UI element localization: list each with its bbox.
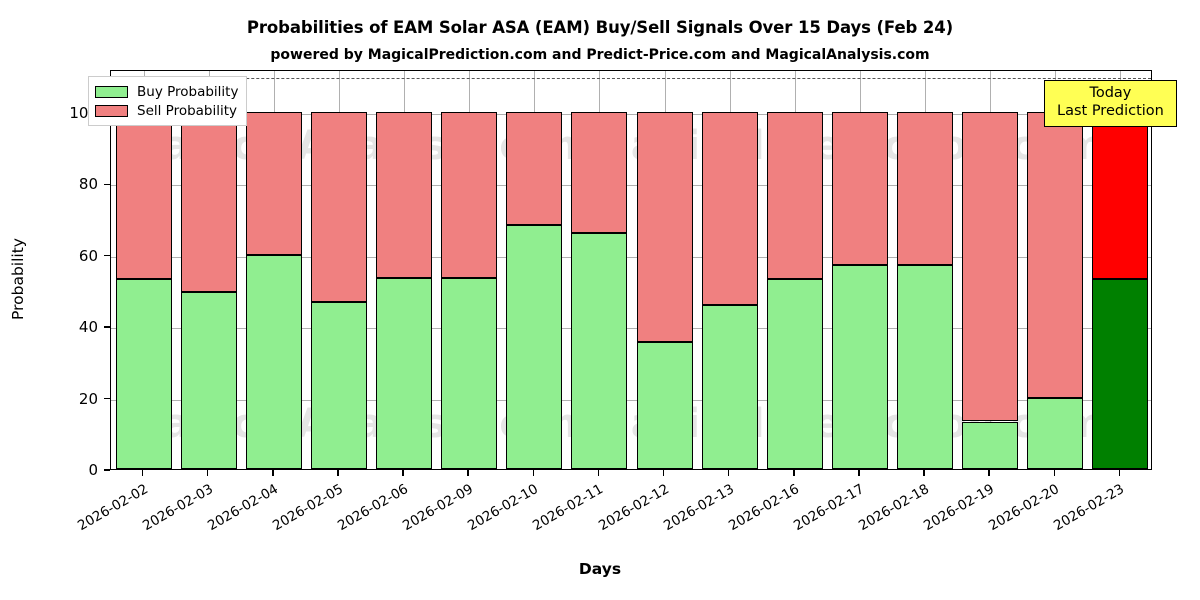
y-axis-tick-label: 40 <box>78 318 98 337</box>
y-axis-label: Probability <box>9 238 27 320</box>
chart-legend: Buy Probability Sell Probability <box>88 76 248 126</box>
y-axis-tick-mark <box>104 469 110 471</box>
x-axis-tick-mark <box>337 470 339 476</box>
gridline-horizontal <box>111 113 1151 115</box>
plot-area: MagicalAnalysis.comMagicalPrediction.com… <box>110 70 1152 470</box>
bar-segment-buy <box>701 305 758 469</box>
bar-segment-buy <box>245 255 302 469</box>
bar-segment-sell <box>441 111 498 279</box>
bar-segment-buy <box>766 278 823 469</box>
bar <box>310 71 367 469</box>
bar-segment-sell <box>1092 111 1149 279</box>
y-axis-tick-label: 0 <box>88 461 98 479</box>
bar-segment-buy <box>636 342 693 469</box>
bar-segment-sell <box>506 111 563 226</box>
x-axis-tick-mark <box>662 470 665 476</box>
x-axis-tick-mark <box>272 470 274 476</box>
bar-segment-buy <box>831 265 888 469</box>
bar <box>180 71 237 469</box>
bar-segment-buy <box>441 278 498 469</box>
bar <box>636 71 693 469</box>
x-axis-tick-mark <box>597 470 600 476</box>
bar <box>1027 71 1084 469</box>
bar-segment-sell <box>962 111 1019 422</box>
y-axis-tick-label: 20 <box>78 389 98 408</box>
bar-segment-buy <box>571 232 628 469</box>
y-axis-tick-label: 80 <box>78 175 98 194</box>
threshold-line <box>111 78 1151 80</box>
bar <box>115 71 172 469</box>
bar-segment-sell <box>897 111 954 266</box>
bar <box>376 71 433 469</box>
x-axis-tick-mark <box>141 470 144 476</box>
bar-segment-buy <box>115 278 172 469</box>
bar-segment-sell <box>766 111 823 279</box>
bar-segment-buy <box>1027 398 1084 469</box>
bar-segment-buy <box>180 291 237 469</box>
bar-segment-sell <box>376 111 433 278</box>
x-axis-tick-mark <box>858 470 860 476</box>
legend-item-buy: Buy Probability <box>95 82 238 101</box>
bar <box>962 71 1019 469</box>
x-axis-tick-mark <box>402 470 404 476</box>
x-axis-tick-mark <box>793 470 795 476</box>
x-axis-label: Days <box>578 560 622 578</box>
x-axis-tick-mark <box>206 470 209 476</box>
x-axis-tick-mark <box>988 470 990 476</box>
gridline-horizontal <box>111 399 1151 401</box>
y-axis-tick-label: 60 <box>78 246 98 265</box>
chart-title: Probabilities of EAM Solar ASA (EAM) Buy… <box>246 18 954 37</box>
bar-segment-sell <box>831 111 888 266</box>
bar <box>766 71 823 469</box>
x-axis-tick-mark <box>727 470 730 476</box>
bar <box>245 71 302 469</box>
y-axis-tick-mark <box>104 255 110 257</box>
legend-label-sell: Sell Probability <box>137 102 238 119</box>
bar-segment-buy <box>897 265 954 469</box>
chart-subtitle: powered by MagicalPrediction.com and Pre… <box>270 47 930 63</box>
bar-segment-buy <box>506 225 563 469</box>
today-annotation: Today Last Prediction <box>1044 80 1177 128</box>
today-annotation-line1: Today <box>1089 85 1132 101</box>
bar-segment-buy <box>376 277 433 469</box>
y-axis-tick-mark <box>104 183 110 185</box>
x-axis-tick-mark <box>1118 470 1121 476</box>
x-axis-tick-mark <box>467 470 469 476</box>
bar-segment-sell <box>180 111 237 292</box>
y-axis-tick-mark <box>104 326 110 328</box>
bar-segment-buy <box>962 421 1019 469</box>
bar <box>506 71 563 469</box>
bar-segment-sell <box>1027 111 1084 399</box>
bar-segment-buy <box>1092 278 1149 469</box>
gridline-horizontal <box>111 185 1151 187</box>
bar-segment-sell <box>701 111 758 306</box>
bar <box>441 71 498 469</box>
today-annotation-line2: Last Prediction <box>1057 102 1164 119</box>
legend-swatch-sell-icon <box>95 104 128 117</box>
bar <box>831 71 888 469</box>
bar-segment-buy <box>310 302 367 469</box>
legend-label-buy: Buy Probability <box>137 83 239 100</box>
x-axis-tick-mark <box>532 470 534 476</box>
bar-segment-sell <box>571 111 628 233</box>
bar <box>701 71 758 469</box>
bar-today <box>1092 71 1149 469</box>
bar-segment-sell <box>636 111 693 343</box>
bar-segment-sell <box>245 111 302 256</box>
bar <box>897 71 954 469</box>
gridline-horizontal <box>111 328 1151 330</box>
bar-segment-sell <box>115 111 172 279</box>
legend-swatch-buy-icon <box>95 85 128 98</box>
x-axis-tick-mark <box>923 470 925 476</box>
bar-segment-sell <box>310 111 367 303</box>
y-axis-tick-mark <box>104 397 110 400</box>
gridline-horizontal <box>111 256 1151 258</box>
x-axis-tick-mark <box>1053 470 1055 476</box>
bar <box>571 71 628 469</box>
legend-item-sell: Sell Probability <box>95 101 238 120</box>
